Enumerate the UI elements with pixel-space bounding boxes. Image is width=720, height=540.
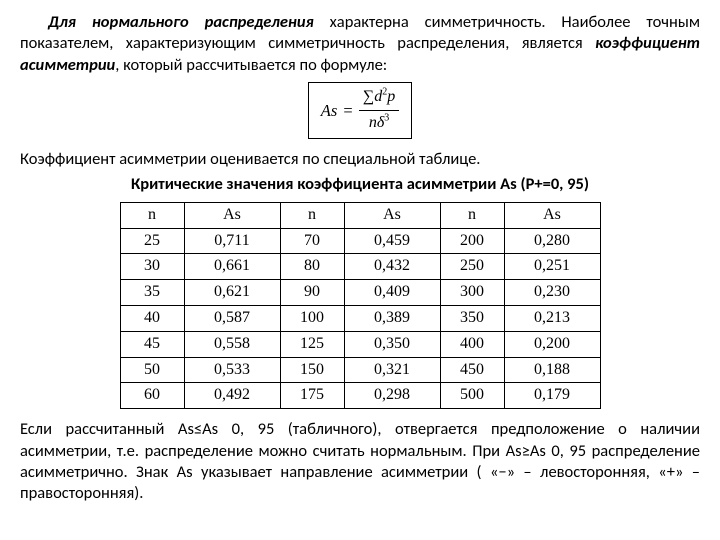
- table-cell: 0,389: [344, 305, 440, 331]
- table-header-cell: As: [504, 202, 600, 228]
- table-cell: 0,587: [184, 305, 280, 331]
- table-cell: 0,432: [344, 254, 440, 280]
- formula-denominator: nδ3: [359, 111, 399, 134]
- table-cell: 175: [280, 383, 344, 409]
- table-row: 600,4921750,2985000,179: [120, 383, 600, 409]
- formula-container: As = ∑d2p nδ3: [20, 82, 700, 139]
- table-cell: 0,459: [344, 228, 440, 254]
- conclusion-paragraph: Если рассчитанный As≤As 0, 95 (табличног…: [20, 419, 700, 505]
- table-header-row: nAsnAsnAs: [120, 202, 600, 228]
- table-cell: 0,298: [344, 383, 440, 409]
- table-cell: 0,492: [184, 383, 280, 409]
- table-cell: 0,533: [184, 357, 280, 383]
- formula-numerator: ∑d2p: [359, 87, 399, 111]
- table-row: 400,5871000,3893500,213: [120, 305, 600, 331]
- table-header-cell: n: [120, 202, 184, 228]
- table-cell: 25: [120, 228, 184, 254]
- table-cell: 0,213: [504, 305, 600, 331]
- table-header-cell: As: [184, 202, 280, 228]
- table-cell: 250: [440, 254, 504, 280]
- table-row: 350,621900,4093000,230: [120, 280, 600, 306]
- table-cell: 450: [440, 357, 504, 383]
- table-cell: 200: [440, 228, 504, 254]
- formula-equals: =: [341, 100, 354, 121]
- table-cell: 70: [280, 228, 344, 254]
- table-cell: 0,280: [504, 228, 600, 254]
- table-cell: 150: [280, 357, 344, 383]
- critical-values-table: nAsnAsnAs 250,711700,4592000,280300,6618…: [120, 202, 601, 409]
- table-cell: 45: [120, 331, 184, 357]
- table-cell: 40: [120, 305, 184, 331]
- table-cell: 400: [440, 331, 504, 357]
- den-sup: 3: [384, 113, 389, 124]
- table-header-cell: n: [440, 202, 504, 228]
- table-heading: Критические значения коэффициента асимме…: [20, 174, 700, 195]
- table-cell: 80: [280, 254, 344, 280]
- table-cell: 35: [120, 280, 184, 306]
- table-cell: 0,321: [344, 357, 440, 383]
- table-cell: 0,711: [184, 228, 280, 254]
- intro-lead: Для нормального распределения: [48, 12, 314, 32]
- table-cell: 125: [280, 331, 344, 357]
- table-cell: 60: [120, 383, 184, 409]
- table-cell: 30: [120, 254, 184, 280]
- table-cell: 300: [440, 280, 504, 306]
- intro-text-2: , который рассчитывается по формуле:: [115, 55, 387, 75]
- den-n: n: [369, 114, 377, 131]
- table-cell: 0,621: [184, 280, 280, 306]
- table-cell: 0,179: [504, 383, 600, 409]
- table-cell: 0,251: [504, 254, 600, 280]
- formula-lhs: As: [321, 100, 338, 121]
- formula-box: As = ∑d2p nδ3: [308, 82, 412, 139]
- table-cell: 0,188: [504, 357, 600, 383]
- intro-paragraph: Для нормального распределения характерна…: [20, 12, 700, 76]
- table-cell: 50: [120, 357, 184, 383]
- table-cell: 350: [440, 305, 504, 331]
- table-body: 250,711700,4592000,280300,661800,4322500…: [120, 228, 600, 409]
- table-header-cell: n: [280, 202, 344, 228]
- evaluation-paragraph: Коэффициент асимметрии оценивается по сп…: [20, 149, 700, 170]
- table-row: 300,661800,4322500,251: [120, 254, 600, 280]
- table-cell: 0,230: [504, 280, 600, 306]
- table-cell: 0,661: [184, 254, 280, 280]
- table-cell: 0,558: [184, 331, 280, 357]
- formula-fraction: ∑d2p nδ3: [359, 87, 399, 134]
- table-cell: 0,350: [344, 331, 440, 357]
- table-cell: 0,409: [344, 280, 440, 306]
- table-row: 500,5331500,3214500,188: [120, 357, 600, 383]
- table-cell: 90: [280, 280, 344, 306]
- table-cell: 500: [440, 383, 504, 409]
- table-header-cell: As: [344, 202, 440, 228]
- table-cell: 0,200: [504, 331, 600, 357]
- table-cell: 100: [280, 305, 344, 331]
- sum-symbol: ∑: [363, 88, 374, 105]
- table-row: 450,5581250,3504000,200: [120, 331, 600, 357]
- table-row: 250,711700,4592000,280: [120, 228, 600, 254]
- num-p: p: [387, 88, 395, 105]
